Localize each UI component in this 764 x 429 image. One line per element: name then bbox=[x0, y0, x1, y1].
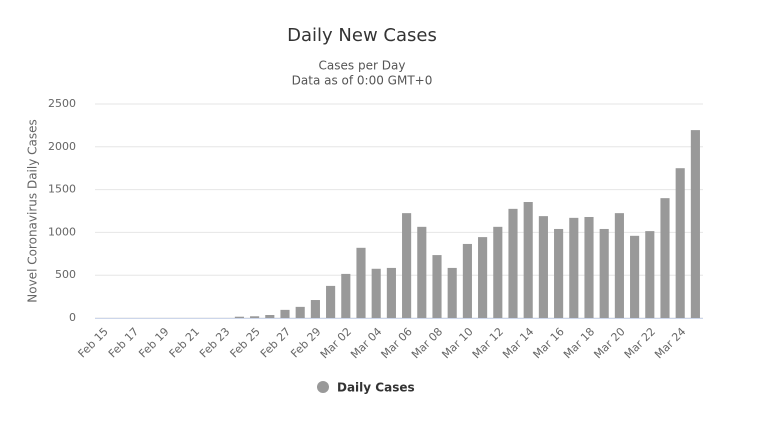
bar bbox=[417, 226, 427, 318]
legend-marker bbox=[317, 381, 329, 393]
bar bbox=[234, 316, 244, 318]
x-tick-label: Feb 19 bbox=[136, 325, 171, 360]
bar bbox=[402, 213, 412, 318]
x-tick-label: Mar 10 bbox=[439, 325, 475, 361]
x-tick-label: Mar 16 bbox=[531, 325, 567, 361]
x-tick-label: Mar 18 bbox=[561, 325, 597, 361]
bar bbox=[675, 168, 685, 318]
x-tick-label: Mar 06 bbox=[379, 325, 415, 361]
subtitle: Cases per Day bbox=[319, 59, 406, 73]
x-tick-label: Mar 04 bbox=[348, 325, 384, 361]
chart-title: Daily New Cases bbox=[287, 25, 437, 46]
bar bbox=[508, 208, 518, 318]
x-tick-label: Feb 23 bbox=[197, 325, 232, 360]
x-tick-label: Feb 25 bbox=[227, 325, 262, 360]
x-tick-label: Feb 27 bbox=[258, 325, 293, 360]
bar bbox=[386, 267, 396, 318]
bar bbox=[371, 268, 381, 318]
x-tick-label: Feb 29 bbox=[288, 325, 323, 360]
x-tick-label: Feb 21 bbox=[167, 325, 202, 360]
x-tick-label: Feb 17 bbox=[106, 325, 141, 360]
x-tick-label: Feb 15 bbox=[75, 325, 110, 360]
bar bbox=[447, 267, 457, 318]
bar bbox=[493, 226, 503, 318]
x-tick-label: Mar 08 bbox=[409, 325, 445, 361]
bar bbox=[599, 228, 609, 318]
bar bbox=[690, 130, 700, 318]
bar bbox=[523, 202, 533, 318]
bar bbox=[310, 300, 320, 318]
bar bbox=[356, 247, 366, 318]
bar bbox=[295, 306, 305, 318]
y-tick-label: 0 bbox=[69, 311, 76, 324]
y-tick-label: 1500 bbox=[48, 183, 76, 196]
bar bbox=[554, 228, 564, 318]
x-tick-label: Mar 14 bbox=[500, 325, 536, 361]
bar bbox=[432, 255, 442, 318]
x-tick-label: Mar 20 bbox=[591, 325, 627, 361]
bar bbox=[660, 198, 670, 318]
bar bbox=[326, 285, 336, 318]
bar bbox=[645, 231, 655, 318]
bar bbox=[478, 237, 488, 318]
subtitle: Data as of 0:00 GMT+0 bbox=[292, 74, 433, 88]
bar bbox=[569, 217, 579, 318]
bar bbox=[250, 316, 260, 318]
legend-label: Daily Cases bbox=[337, 381, 415, 395]
x-tick-label: Mar 12 bbox=[470, 325, 506, 361]
y-tick-label: 2000 bbox=[48, 140, 76, 153]
x-tick-label: Mar 24 bbox=[652, 325, 688, 361]
bar bbox=[265, 315, 275, 318]
x-tick-label: Mar 02 bbox=[318, 325, 354, 361]
bar bbox=[584, 216, 594, 318]
bar bbox=[630, 235, 640, 318]
x-tick-label: Mar 22 bbox=[622, 325, 658, 361]
bar bbox=[280, 309, 290, 318]
bar bbox=[462, 243, 472, 318]
y-tick-label: 500 bbox=[55, 268, 76, 281]
y-axis-label: Novel Coronavirus Daily Cases bbox=[26, 119, 40, 302]
bar bbox=[341, 273, 351, 318]
y-tick-label: 2500 bbox=[48, 97, 76, 110]
bar bbox=[614, 213, 624, 318]
bar bbox=[538, 216, 548, 318]
y-tick-label: 1000 bbox=[48, 225, 76, 238]
